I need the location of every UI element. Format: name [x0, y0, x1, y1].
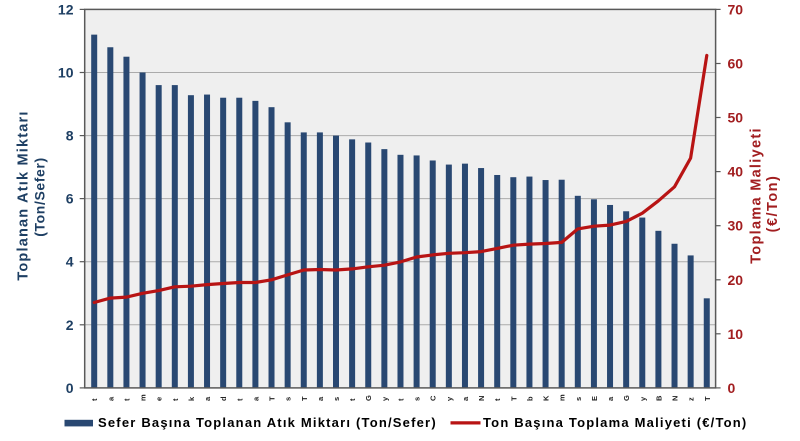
- svg-text:b: b: [525, 396, 534, 401]
- svg-text:T: T: [268, 396, 277, 401]
- svg-text:E: E: [590, 396, 599, 401]
- svg-text:G: G: [622, 395, 631, 401]
- svg-text:Sefer Başına Toplanan Atık Mik: Sefer Başına Toplanan Atık Miktarı (Ton/…: [98, 415, 437, 430]
- svg-text:z: z: [687, 397, 696, 401]
- svg-text:t: t: [348, 398, 357, 401]
- svg-text:m: m: [558, 394, 567, 401]
- svg-text:0: 0: [66, 380, 74, 396]
- svg-text:10: 10: [728, 326, 744, 342]
- svg-text:10: 10: [58, 65, 74, 81]
- svg-text:12: 12: [58, 1, 74, 17]
- svg-text:N: N: [671, 396, 680, 401]
- svg-text:a: a: [251, 396, 260, 401]
- svg-text:e: e: [155, 397, 164, 401]
- svg-text:(Ton/Sefer): (Ton/Sefer): [32, 157, 48, 236]
- svg-text:T: T: [300, 396, 309, 401]
- svg-text:t: t: [493, 398, 502, 401]
- svg-text:Ton Başına Toplama Maliyeti (€: Ton Başına Toplama Maliyeti (€/Ton): [483, 415, 747, 430]
- svg-text:y: y: [380, 396, 389, 401]
- svg-text:s: s: [332, 397, 341, 401]
- svg-text:t: t: [235, 398, 244, 401]
- svg-text:T: T: [703, 396, 712, 401]
- svg-text:Toplama Maliyeti: Toplama Maliyeti: [749, 127, 765, 264]
- svg-text:t: t: [397, 398, 406, 401]
- svg-text:t: t: [90, 398, 99, 401]
- svg-text:K: K: [542, 395, 551, 401]
- svg-text:0: 0: [728, 380, 736, 396]
- svg-text:(€/Ton): (€/Ton): [765, 175, 781, 233]
- svg-text:s: s: [413, 397, 422, 401]
- svg-text:m: m: [139, 394, 148, 401]
- svg-text:N: N: [477, 396, 486, 401]
- svg-text:4: 4: [66, 254, 74, 270]
- svg-text:20: 20: [728, 272, 744, 288]
- svg-text:a: a: [106, 396, 115, 401]
- svg-text:a: a: [203, 396, 212, 401]
- svg-text:k: k: [187, 396, 196, 401]
- svg-text:6: 6: [66, 191, 74, 207]
- svg-text:70: 70: [728, 1, 744, 17]
- svg-text:s: s: [574, 397, 583, 401]
- svg-text:s: s: [284, 397, 293, 401]
- svg-text:B: B: [654, 395, 663, 401]
- svg-text:40: 40: [728, 164, 744, 180]
- svg-text:8: 8: [66, 128, 74, 144]
- svg-text:y: y: [638, 396, 647, 401]
- svg-text:50: 50: [728, 110, 744, 126]
- svg-text:a: a: [316, 396, 325, 401]
- svg-text:60: 60: [728, 56, 744, 72]
- svg-text:a: a: [606, 396, 615, 401]
- svg-text:t: t: [122, 398, 131, 401]
- svg-text:C: C: [429, 395, 438, 401]
- svg-text:Toplanan Atık Miktarı: Toplanan Atık Miktarı: [16, 110, 32, 280]
- svg-text:2: 2: [66, 317, 74, 333]
- svg-text:y: y: [445, 396, 454, 401]
- svg-text:30: 30: [728, 218, 744, 234]
- svg-text:G: G: [364, 395, 373, 401]
- svg-text:t: t: [171, 398, 180, 401]
- svg-text:d: d: [219, 396, 228, 401]
- svg-text:T: T: [509, 396, 518, 401]
- svg-text:a: a: [461, 396, 470, 401]
